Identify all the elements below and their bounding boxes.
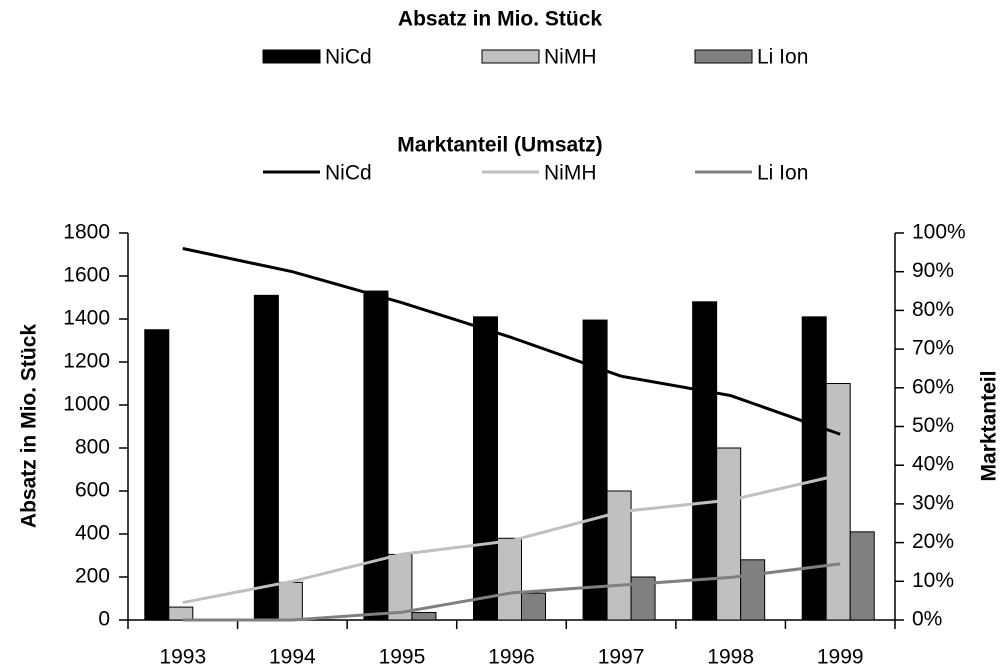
y2-tick-label: 30% bbox=[912, 491, 954, 514]
x-tick-label: 1997 bbox=[598, 646, 645, 668]
bar bbox=[473, 316, 498, 621]
line-legend-title: Marktanteil (Umsatz) bbox=[397, 134, 602, 157]
line bbox=[182, 247, 841, 436]
x-tick-label: 1995 bbox=[379, 646, 426, 668]
legend-swatch bbox=[481, 49, 540, 64]
bar bbox=[253, 294, 279, 621]
legend-label: NiMH bbox=[544, 162, 597, 185]
y2-tick-label: 40% bbox=[912, 453, 954, 476]
legend-label: NiCd bbox=[325, 46, 372, 69]
y2-tick-label: 90% bbox=[912, 259, 954, 282]
bar bbox=[825, 383, 851, 621]
y-tick-label: 1600 bbox=[63, 264, 110, 287]
y2-tick-label: 50% bbox=[912, 414, 954, 437]
legend-label: Li Ion bbox=[757, 46, 808, 69]
y2-tick-label: 60% bbox=[912, 375, 954, 398]
bar bbox=[740, 559, 766, 621]
legend-label: Li Ion bbox=[757, 162, 808, 185]
y-tick-label: 600 bbox=[75, 479, 110, 502]
bar bbox=[277, 581, 303, 621]
line bbox=[182, 562, 841, 622]
y-tick-label: 400 bbox=[75, 522, 110, 545]
y2-tick-label: 80% bbox=[912, 298, 954, 321]
y-tick-label: 200 bbox=[75, 565, 110, 588]
bar bbox=[801, 316, 827, 621]
y2-tick-label: 70% bbox=[912, 337, 954, 360]
bar-legend-title: Absatz in Mio. Stück bbox=[398, 8, 603, 31]
y-axis-label: Absatz in Mio. Stück bbox=[18, 324, 41, 529]
y-tick-label: 1000 bbox=[63, 393, 110, 416]
x-tick-label: 1998 bbox=[707, 646, 754, 668]
y-tick-label: 1200 bbox=[63, 350, 110, 373]
y2-tick-label: 100% bbox=[912, 221, 966, 244]
y2-tick-label: 0% bbox=[912, 608, 942, 631]
bar bbox=[521, 592, 546, 621]
y2-axis-label: Marktanteil bbox=[978, 371, 1001, 482]
x-tick-label: 1993 bbox=[159, 646, 206, 668]
bar bbox=[849, 531, 875, 621]
bar bbox=[363, 290, 389, 621]
y-tick-label: 1400 bbox=[63, 307, 110, 330]
bar bbox=[692, 301, 718, 621]
legend-swatch bbox=[694, 49, 753, 64]
bar bbox=[168, 606, 194, 621]
y-tick-label: 1800 bbox=[63, 221, 110, 244]
y2-tick-label: 10% bbox=[912, 569, 954, 592]
bar bbox=[144, 329, 170, 621]
bar bbox=[411, 611, 437, 621]
y2-tick-label: 20% bbox=[912, 530, 954, 553]
y-tick-label: 0 bbox=[98, 608, 110, 631]
legend-label: NiMH bbox=[544, 46, 597, 69]
bar bbox=[497, 537, 522, 621]
legend-label: NiCd bbox=[325, 162, 372, 185]
bar bbox=[716, 447, 742, 621]
bar bbox=[387, 553, 413, 621]
legend-swatch bbox=[262, 49, 321, 64]
x-tick-label: 1996 bbox=[488, 646, 535, 668]
x-tick-label: 1999 bbox=[817, 646, 864, 668]
y-tick-label: 800 bbox=[75, 436, 110, 459]
x-tick-label: 1994 bbox=[269, 646, 316, 668]
line bbox=[182, 473, 841, 605]
